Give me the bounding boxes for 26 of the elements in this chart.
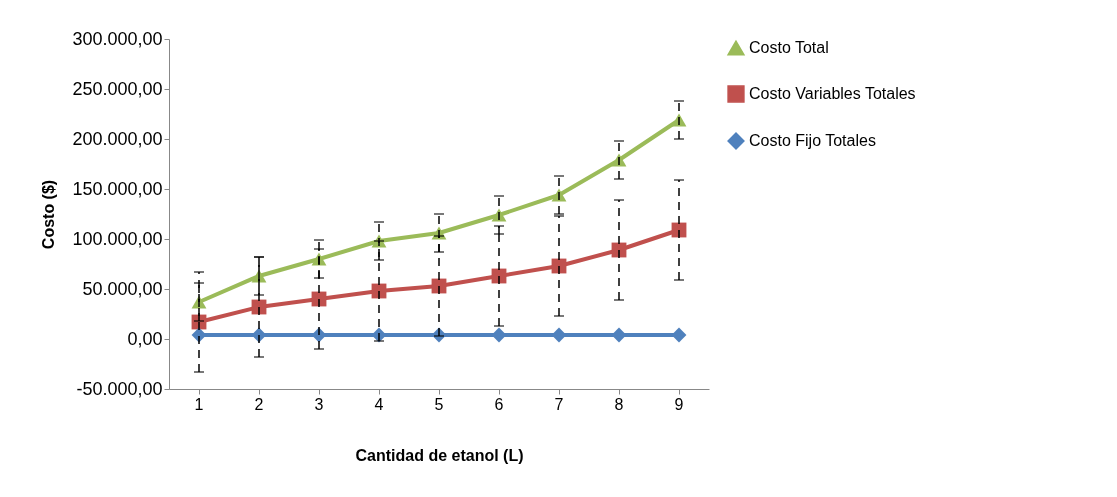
- legend-label: Costo Total: [749, 39, 829, 56]
- point: [491, 327, 507, 343]
- x-tick-label: 7: [554, 395, 564, 413]
- x-tick-label: 6: [494, 395, 504, 413]
- y-axis-title: Costo ($): [40, 179, 58, 250]
- y-tick-label: 200.000,00: [72, 128, 163, 149]
- y-tick-label: -50.000,00: [76, 378, 163, 399]
- y-tick-label: 0,00: [127, 328, 163, 349]
- point: [611, 327, 627, 343]
- x-tick-label: 3: [314, 395, 324, 413]
- legend-label: Costo Fijo Totales: [749, 132, 876, 149]
- point: [551, 327, 567, 343]
- y-tick-label: 150.000,00: [72, 178, 163, 199]
- x-tick-label: 2: [254, 395, 264, 413]
- y-tick-label: 300.000,00: [72, 28, 163, 49]
- y-tick-label: 250.000,00: [72, 78, 163, 99]
- x-tick-label: 9: [674, 395, 684, 413]
- legend-label: Costo Variables Totales: [749, 85, 916, 102]
- x-axis-title: Cantidad de etanol (L): [355, 446, 524, 464]
- y-tick-label: 50.000,00: [82, 278, 163, 299]
- x-tick-label: 5: [434, 395, 444, 413]
- x-tick-label: 1: [194, 395, 204, 413]
- x-tick-label: 4: [374, 395, 384, 413]
- y-tick-label: 100.000,00: [72, 228, 163, 249]
- x-tick-label: 8: [614, 395, 624, 413]
- point: [671, 327, 687, 343]
